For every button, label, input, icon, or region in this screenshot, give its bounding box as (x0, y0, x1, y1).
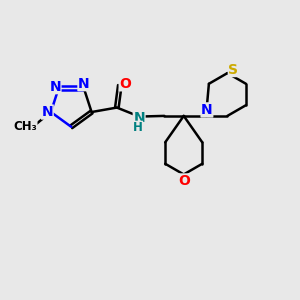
Text: O: O (178, 174, 190, 188)
Text: N: N (133, 111, 145, 125)
Text: N: N (78, 76, 90, 91)
Text: CH₃: CH₃ (13, 120, 37, 134)
Text: S: S (228, 62, 239, 76)
Text: H: H (133, 121, 142, 134)
Text: N: N (201, 103, 213, 117)
Text: N: N (41, 105, 53, 119)
Text: N: N (49, 80, 61, 94)
Text: O: O (119, 77, 131, 91)
